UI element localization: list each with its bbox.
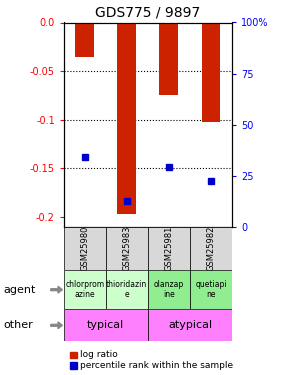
Text: chlorprom
azine: chlorprom azine <box>65 280 104 299</box>
Bar <box>117 22 136 214</box>
Text: GSM25980: GSM25980 <box>80 226 89 271</box>
Bar <box>148 309 232 341</box>
Bar <box>106 227 148 270</box>
Text: quetiapi
ne: quetiapi ne <box>195 280 227 299</box>
Text: GSM25982: GSM25982 <box>206 226 215 271</box>
Text: agent: agent <box>3 285 35 295</box>
Bar <box>64 227 106 270</box>
Bar <box>160 22 178 96</box>
Bar <box>64 270 106 309</box>
Text: olanzap
ine: olanzap ine <box>154 280 184 299</box>
Text: other: other <box>3 320 33 330</box>
Text: atypical: atypical <box>168 320 212 330</box>
Bar <box>75 22 94 57</box>
Text: percentile rank within the sample: percentile rank within the sample <box>80 361 233 370</box>
Title: GDS775 / 9897: GDS775 / 9897 <box>95 6 200 20</box>
Text: typical: typical <box>87 320 124 330</box>
Bar <box>106 270 148 309</box>
Bar <box>148 270 190 309</box>
Bar <box>148 227 190 270</box>
Bar <box>202 22 220 122</box>
Bar <box>64 309 148 341</box>
Bar <box>190 270 232 309</box>
Text: GSM25983: GSM25983 <box>122 226 131 271</box>
Text: GSM25981: GSM25981 <box>164 226 173 271</box>
Bar <box>190 227 232 270</box>
Text: log ratio: log ratio <box>80 350 117 359</box>
Text: thioridazin
e: thioridazin e <box>106 280 148 299</box>
